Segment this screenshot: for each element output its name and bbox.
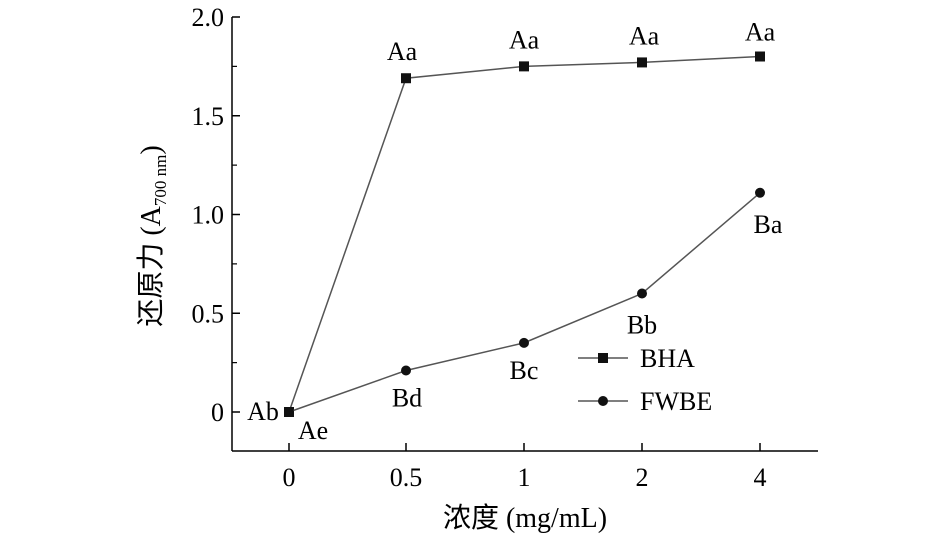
point-bha [401,73,411,84]
point-label: Aa [509,25,540,54]
legend-marker [598,396,608,406]
y-tick-label: 0 [211,398,224,427]
point-fwbe [401,365,411,376]
legend-label: BHA [640,344,695,373]
point-label: Aa [629,21,660,50]
point-label: Ae [298,416,328,445]
x-axis-label: 浓度 (mg/mL) [443,502,607,534]
point-label: Bb [627,311,657,340]
y-tick-label: 2.0 [192,3,225,32]
point-label: Aa [387,37,418,66]
legend: BHA FWBE [578,344,712,416]
point-label: Bc [510,356,539,385]
point-label: Ab [247,397,279,426]
point-labels: Ab Aa Aa Aa Aa Ae Bd Bc Bb Ba [247,18,783,446]
point-fwbe [755,187,765,198]
point-fwbe [284,407,294,417]
y-tick-label: 1.5 [192,102,225,131]
y-tick-label: 1.0 [192,201,225,230]
point-label: Ba [754,210,783,239]
point-fwbe [519,337,529,348]
x-tick-label: 0 [283,463,296,492]
point-bha [637,57,647,68]
x-tick-label: 1 [518,463,531,492]
point-bha [755,51,765,62]
x-tick-label: 2 [636,463,649,492]
legend-marker [598,353,608,363]
point-bha [519,61,529,72]
legend-label: FWBE [640,387,712,416]
y-tick-label: 0.5 [192,299,225,328]
series-layer [284,51,765,417]
point-label: Bd [392,384,422,413]
y-axis-label: 还原力 (A700 nm) [135,145,170,326]
x-tick-label: 4 [754,463,767,492]
x-tick-label: 0.5 [390,463,423,492]
point-label: Aa [745,18,776,47]
axes: 0 0.5 1.0 1.5 2.0 0 0.5 1 2 4 [192,3,818,492]
point-fwbe [637,288,647,299]
